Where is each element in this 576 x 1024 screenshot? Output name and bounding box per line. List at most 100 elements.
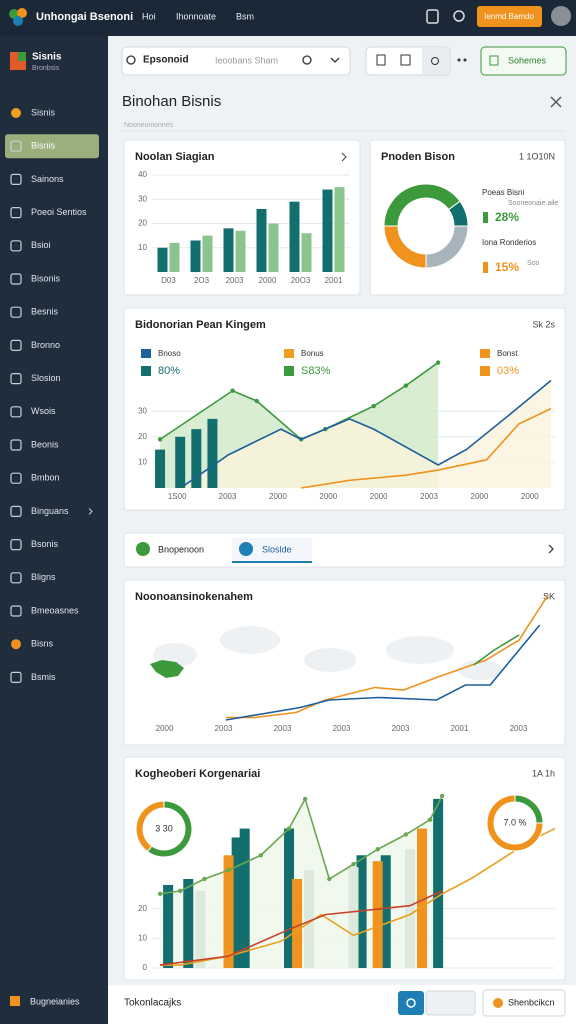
x-tick-label: 2000 bbox=[319, 492, 337, 501]
sidebar-item[interactable]: Sainons bbox=[31, 174, 64, 184]
icon bbox=[431, 57, 439, 65]
card-title: Bidonorian Pean Kingem bbox=[135, 319, 266, 331]
header-button-label: Ienmd Bamdo bbox=[484, 12, 534, 21]
card-corner: 1A 1h bbox=[532, 768, 555, 778]
sidebar-item[interactable]: Sisnis bbox=[31, 107, 56, 117]
nav-item[interactable]: Bsm bbox=[236, 11, 254, 21]
footer-button[interactable] bbox=[482, 989, 566, 1017]
x-tick-label: 2003 bbox=[392, 724, 410, 733]
brand-sub: Bronbsis bbox=[32, 65, 60, 72]
chevron[interactable] bbox=[341, 152, 347, 162]
sidebar-icon bbox=[10, 671, 22, 684]
legend-swatch bbox=[483, 262, 488, 273]
y-tick-label: 10 bbox=[138, 243, 147, 252]
y-tick-label: 40 bbox=[138, 170, 147, 179]
action-button-label: Sohemes bbox=[508, 55, 547, 65]
gauge-bg bbox=[138, 803, 190, 855]
legend-value: 28% bbox=[495, 210, 519, 224]
sidebar-icon bbox=[10, 339, 22, 351]
icon[interactable] bbox=[302, 55, 312, 65]
x-tick-label: 2000 bbox=[269, 492, 287, 501]
legend-name: Bonus bbox=[301, 349, 324, 358]
x-tick-label: 2000 bbox=[259, 276, 277, 285]
bar bbox=[433, 798, 444, 968]
sidebar-item[interactable]: Binguans bbox=[31, 506, 69, 516]
bar bbox=[256, 208, 267, 272]
bar bbox=[191, 429, 202, 488]
footer-icon-button[interactable] bbox=[425, 990, 476, 1016]
line-area bbox=[184, 380, 551, 488]
sidebar-item[interactable]: Bisnis bbox=[31, 141, 56, 151]
panel-title: Binohan Bisnis bbox=[122, 93, 221, 110]
legend-swatch bbox=[141, 366, 151, 376]
card-corner: SK bbox=[543, 591, 555, 601]
sidebar-item[interactable]: Bsioi bbox=[31, 240, 51, 250]
avatar[interactable] bbox=[551, 6, 571, 26]
line-point bbox=[403, 383, 409, 388]
footer-icon-button[interactable] bbox=[398, 991, 424, 1015]
sidebar-item[interactable]: Poeoi Sentios bbox=[31, 207, 87, 217]
icon-button[interactable] bbox=[426, 9, 439, 24]
header-button[interactable] bbox=[477, 6, 542, 27]
pie-segment bbox=[135, 800, 165, 853]
action-button[interactable] bbox=[480, 46, 567, 76]
line-point bbox=[351, 861, 356, 867]
sidebar-item[interactable]: Bisonis bbox=[31, 273, 61, 283]
sidebar-item[interactable]: Bsmis bbox=[31, 672, 56, 682]
legend-name: Bnoso bbox=[158, 349, 181, 358]
line-point bbox=[230, 388, 235, 393]
bar bbox=[202, 235, 213, 272]
line bbox=[183, 379, 552, 487]
icon-button[interactable] bbox=[453, 10, 465, 22]
map-shape bbox=[220, 626, 280, 654]
sidebar-item[interactable]: Bisns bbox=[31, 639, 54, 649]
sidebar-icon bbox=[10, 472, 22, 484]
x-tick-label: 2003 bbox=[333, 724, 351, 733]
sidebar-item[interactable]: Bronno bbox=[31, 340, 60, 350]
legend-swatch bbox=[284, 349, 294, 358]
sidebar-item[interactable]: Bligns bbox=[31, 572, 56, 582]
sidebar-footer[interactable]: Bugneianies bbox=[30, 996, 80, 1006]
icon bbox=[400, 54, 411, 66]
map-shape bbox=[458, 660, 502, 680]
search-box[interactable] bbox=[121, 46, 351, 76]
footer-button-label: Shenbcikcn bbox=[508, 997, 555, 1007]
legend-note: Sooneonaie aile bbox=[508, 200, 558, 207]
y-tick-label: 20 bbox=[138, 432, 147, 441]
line-point bbox=[226, 867, 231, 873]
line-point bbox=[254, 398, 259, 404]
sidebar-icon bbox=[10, 572, 22, 584]
close-icon[interactable] bbox=[550, 96, 562, 108]
sidebar-item[interactable]: Besnis bbox=[31, 307, 59, 317]
x-tick-label: 2003 bbox=[420, 492, 438, 501]
dot bbox=[463, 58, 467, 62]
sidebar-item[interactable]: Bmbon bbox=[31, 473, 60, 483]
line-point bbox=[435, 360, 441, 365]
legend-swatch bbox=[483, 212, 488, 223]
line bbox=[473, 634, 520, 666]
x-tick-label: 2001 bbox=[451, 724, 469, 733]
line-point bbox=[327, 876, 332, 882]
x-tick-label: 2000 bbox=[370, 492, 388, 501]
sidebar-item[interactable]: Bmeoasnes bbox=[31, 605, 79, 615]
dropdown-icon[interactable] bbox=[330, 57, 340, 63]
x-tick-label: 2001 bbox=[325, 276, 343, 285]
line-point bbox=[439, 793, 445, 799]
brand-icon bbox=[18, 52, 26, 61]
sidebar-item[interactable]: Slosion bbox=[31, 373, 61, 383]
nav-item[interactable]: Ihonnoate bbox=[176, 11, 216, 21]
tab[interactable]: Bnopenoon bbox=[158, 544, 204, 554]
chevron[interactable] bbox=[548, 544, 554, 554]
sidebar-icon bbox=[10, 505, 22, 517]
sidebar-item[interactable]: Wsois bbox=[31, 406, 56, 416]
bar bbox=[157, 247, 168, 272]
pie-segment bbox=[486, 794, 544, 852]
line-point bbox=[403, 832, 409, 837]
nav-item[interactable]: Hoi bbox=[142, 11, 156, 21]
line-point bbox=[178, 888, 183, 894]
sidebar-item[interactable]: Bsonis bbox=[31, 539, 59, 549]
tab[interactable]: Sloslde bbox=[262, 544, 292, 554]
sidebar-item[interactable]: Beonis bbox=[31, 439, 59, 449]
line bbox=[225, 594, 549, 719]
card bbox=[123, 139, 361, 296]
